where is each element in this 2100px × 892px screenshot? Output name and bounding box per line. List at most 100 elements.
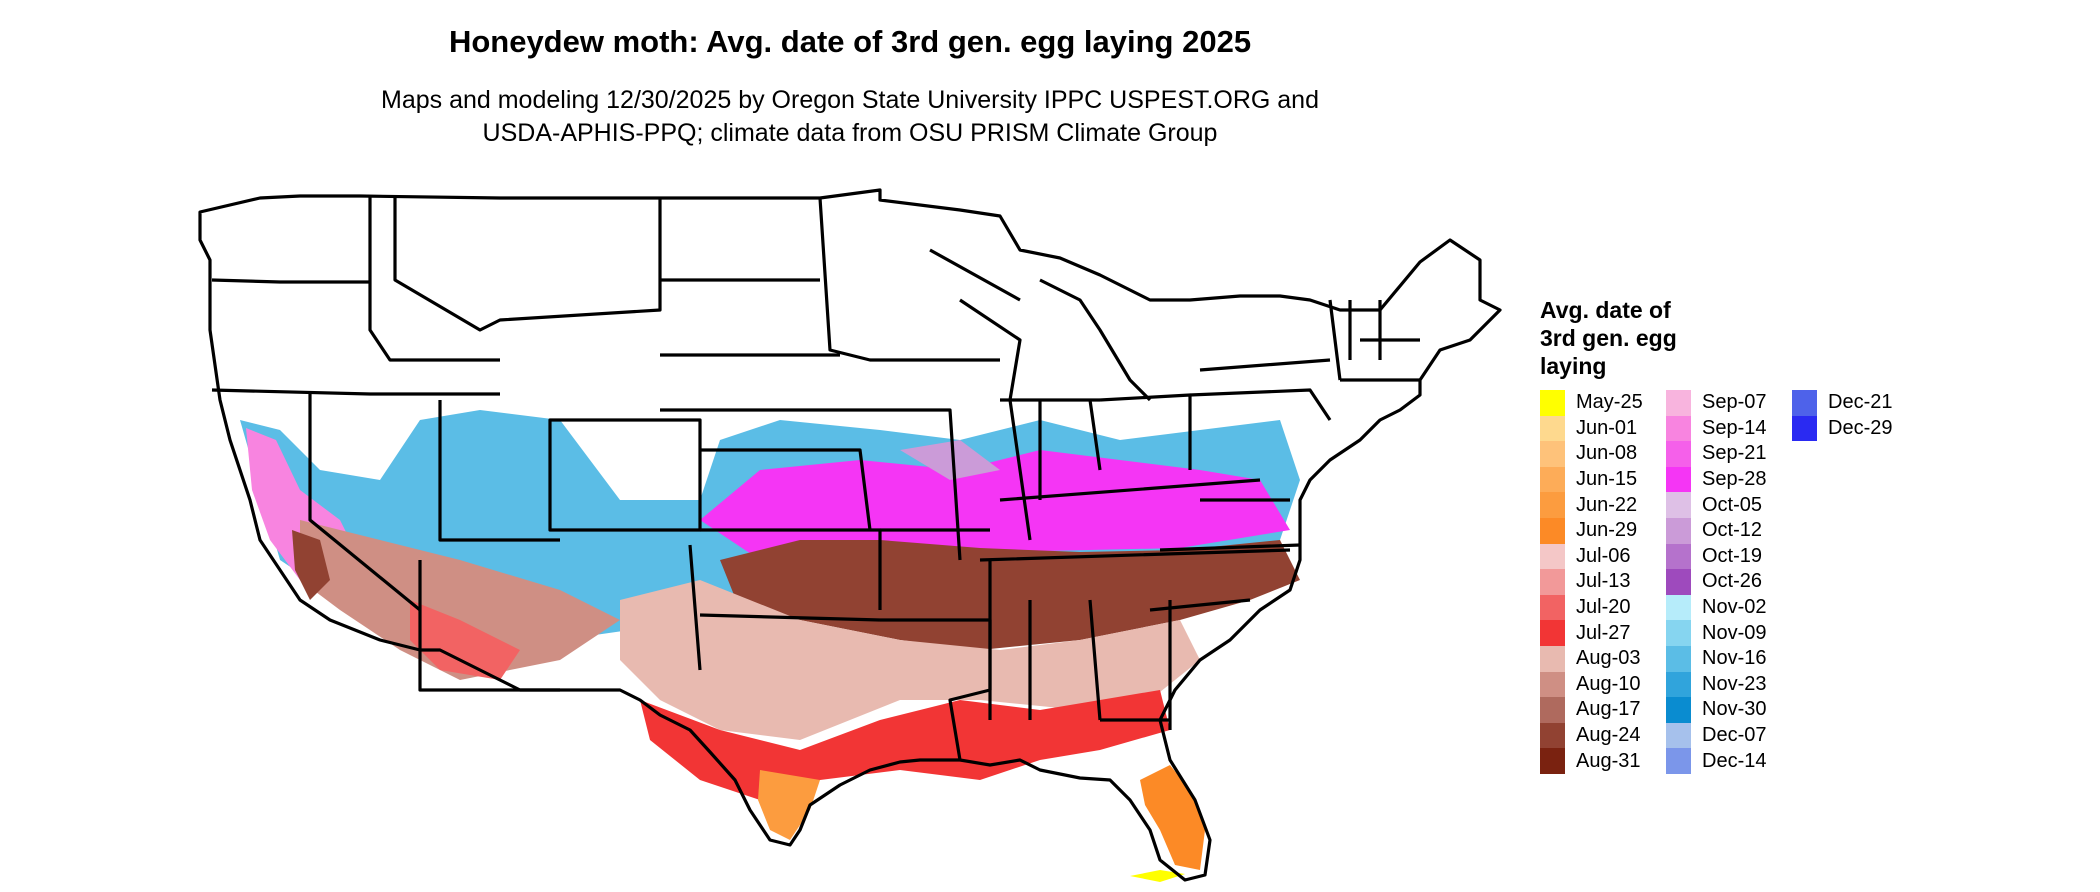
legend-swatch	[1540, 390, 1565, 416]
legend-swatch	[1666, 415, 1691, 442]
legend-swatch	[1540, 441, 1565, 467]
legend-swatch	[1666, 517, 1691, 544]
legend-label: Dec-29	[1828, 416, 1893, 439]
legend-label: Sep-14	[1702, 416, 1767, 439]
map-region-south-pink-band	[620, 580, 1200, 740]
legend-label: Jun-15	[1576, 468, 1638, 491]
legend-swatch	[1540, 722, 1565, 749]
subtitle-line-2: USDA-APHIS-PPQ; climate data from OSU PR…	[482, 119, 1218, 147]
legend-item: Sep-14	[1666, 415, 1778, 442]
map-region-arizona-low	[410, 600, 520, 680]
map-subtitle: Maps and modeling 12/30/2025 by Oregon S…	[0, 84, 1700, 150]
legend-swatch	[1666, 620, 1691, 646]
legend-item: Jul-27	[1540, 620, 1652, 646]
legend-swatch	[1540, 492, 1565, 518]
legend-label: Jun-22	[1576, 493, 1638, 516]
legend-column: Sep-07 Sep-14 Sep-21 Sep-28 Oct-05 Oct-12 Oct-…	[1666, 390, 1778, 774]
legend-title: Avg. date of 3rd gen. egg laying	[1540, 296, 1904, 380]
legend-item: Oct-19	[1666, 543, 1778, 570]
legend-item: Aug-17	[1540, 697, 1652, 723]
legend-item: Sep-28	[1666, 466, 1778, 493]
state-line-mn-ia-mo	[818, 197, 1000, 561]
legend-label: Jul-20	[1576, 596, 1631, 619]
state-line-az-nm	[418, 560, 560, 692]
subtitle-line-1: Maps and modeling 12/30/2025 by Oregon S…	[381, 86, 1319, 114]
legend-swatch	[1666, 748, 1691, 774]
state-line-nv-ut	[308, 394, 422, 612]
state-line-mt-wy	[393, 196, 662, 332]
legend-swatch	[1792, 415, 1817, 442]
legend-swatch	[1666, 722, 1691, 749]
state-line-tx	[688, 544, 881, 671]
legend-item: Sep-21	[1666, 441, 1778, 467]
legend-item: Aug-10	[1540, 671, 1652, 698]
legend-columns: May-25 Jun-01 Jun-08 Jun-15 Jun-22 Jun-29 Jul-…	[1540, 390, 1904, 774]
legend-label: Sep-28	[1702, 468, 1767, 491]
legend-item: Oct-26	[1666, 569, 1778, 595]
legend-item: Jul-20	[1540, 594, 1652, 621]
state-line-pa-ny	[1189, 299, 1342, 421]
map-region-south-texas	[758, 770, 820, 840]
phenology-layer	[240, 410, 1300, 882]
legend-label: Nov-30	[1702, 698, 1767, 721]
legend-swatch	[1540, 543, 1565, 570]
legend-label: Oct-05	[1702, 493, 1763, 516]
legend-swatch	[1540, 415, 1565, 442]
legend-label: Nov-09	[1702, 621, 1767, 644]
legend-item: Jun-29	[1540, 517, 1652, 544]
state-line-ut-az	[438, 400, 560, 542]
legend-swatch	[1540, 569, 1565, 595]
state-line-va-nc	[1149, 498, 1301, 612]
legend-swatch	[1792, 390, 1817, 416]
legend-label: May-25	[1576, 391, 1643, 414]
state-boundaries	[198, 188, 1502, 882]
legend-swatch	[1666, 441, 1691, 467]
us-map	[198, 188, 1502, 882]
legend-swatch	[1540, 466, 1565, 493]
legend-title-line-1: Avg. date of	[1540, 297, 1671, 323]
legend-swatch	[1540, 748, 1565, 774]
legend-item: Nov-30	[1666, 697, 1778, 723]
state-line-mi	[929, 248, 1152, 402]
legend-swatch	[1540, 671, 1565, 698]
state-line-wi-il	[959, 298, 1100, 541]
legend-label: Aug-31	[1576, 749, 1641, 772]
legend-item: Aug-03	[1540, 645, 1652, 672]
legend-item: May-25	[1540, 390, 1652, 416]
legend-column: May-25 Jun-01 Jun-08 Jun-15 Jun-22 Jun-29 Jul-…	[1540, 390, 1652, 774]
map-region-florida-tip	[1130, 870, 1185, 882]
legend-item: Dec-07	[1666, 722, 1778, 749]
legend-item: Nov-09	[1666, 620, 1778, 646]
legend-swatch	[1540, 645, 1565, 672]
state-line-id	[368, 196, 500, 362]
state-line-ms-al-ga	[988, 560, 1172, 730]
legend-label: Sep-21	[1702, 442, 1767, 465]
legend-item: Dec-29	[1792, 415, 1904, 442]
legend-swatch	[1540, 594, 1565, 621]
legend-item: Dec-21	[1792, 390, 1904, 416]
legend-label: Aug-10	[1576, 672, 1641, 695]
legend-item: Jun-08	[1540, 441, 1652, 467]
state-line-nd-sd-ne	[660, 278, 860, 412]
map-title: Honeydew moth: Avg. date of 3rd gen. egg…	[448, 24, 1252, 59]
map-legend: Avg. date of 3rd gen. egg laying May-25 J…	[1540, 296, 1904, 774]
legend-swatch	[1540, 517, 1565, 544]
legend-swatch	[1540, 620, 1565, 646]
legend-label: Jun-08	[1576, 442, 1638, 465]
state-line-new-england	[1340, 300, 1420, 382]
legend-label: Jun-29	[1576, 519, 1638, 542]
legend-swatch	[1666, 697, 1691, 723]
state-line-tn-ky	[979, 478, 1291, 562]
legend-label: Oct-12	[1702, 519, 1763, 542]
legend-label: Oct-19	[1702, 544, 1763, 567]
legend-swatch	[1666, 466, 1691, 493]
legend-swatch	[1666, 543, 1691, 570]
legend-item: Nov-16	[1666, 645, 1778, 672]
legend-swatch	[1666, 569, 1691, 595]
legend-title-line-2: 3rd gen. egg	[1540, 325, 1677, 351]
legend-item: Oct-05	[1666, 492, 1778, 518]
legend-label: Nov-02	[1702, 596, 1767, 619]
legend-item: Oct-12	[1666, 517, 1778, 544]
legend-item: Sep-07	[1666, 390, 1778, 416]
legend-swatch	[1666, 645, 1691, 672]
